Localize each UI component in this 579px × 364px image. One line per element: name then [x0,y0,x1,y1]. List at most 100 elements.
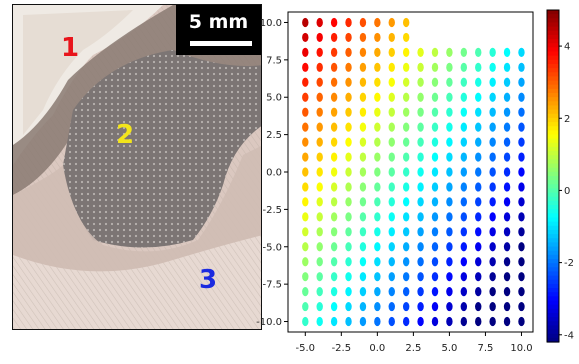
colorbar-segment [547,333,559,339]
colorbar-tick-label: 4 [564,42,570,53]
scatter-point [518,257,525,267]
scatter-point [402,62,410,72]
scatter-point [374,227,381,237]
scatter-point [489,77,496,87]
scatter-point [402,47,410,57]
x-tick-label: 10.0 [510,343,532,354]
scatter-point [345,92,352,102]
scatter-point [503,167,511,177]
scatter-point [330,182,338,192]
scatter-point [316,47,323,57]
scatter-point [460,242,468,252]
scatter-point [330,32,338,43]
colorbar-segment [547,130,559,136]
colorbar-segment [547,146,559,152]
scatter-point [359,122,367,132]
scatter-point [359,47,367,57]
scatter-point [302,242,309,252]
scatter-point [417,167,424,177]
scatter-point [503,107,511,117]
scatter-point [518,92,525,102]
y-tick-label: -5.0 [262,242,282,253]
scatter-point [475,301,482,312]
scatter-point [417,137,424,147]
colorbar-segment [547,221,559,227]
scatter-point [345,272,352,282]
scatter-point [489,227,496,237]
scatter-point [475,137,482,147]
scatter-point [359,242,367,252]
scatter-point [417,272,424,282]
scatter-point [345,107,352,117]
scatter-point [388,122,395,132]
scatter-point [316,227,323,237]
scale-bar-label: 5 mm [188,11,249,33]
y-tick-label: 5.0 [266,93,282,104]
colorbar-segment [547,205,559,210]
scatter-point [345,32,352,43]
colorbar-segment [547,105,559,111]
colorbar-segment [547,59,559,65]
colorbar-segment [547,30,559,36]
scatter-point [374,152,381,162]
scatter-point [359,62,367,72]
region-label-1: 1 [61,33,80,63]
y-tick-label: 10.0 [260,18,282,29]
scatter-point [316,62,323,72]
scatter-point [460,212,468,222]
scatter-point [460,122,468,132]
scatter-point [330,62,338,72]
scatter-point [489,107,496,117]
colorbar-segment [547,80,559,86]
scatter-point [446,167,453,177]
y-tick-label: 7.5 [266,55,282,66]
scatter-point [316,137,323,147]
scatter-point [388,152,395,162]
points-layer [302,17,525,327]
colorbar-segment [547,84,559,90]
specimen-photo: 1 2 3 5 mm [12,4,262,330]
scatter-point [431,152,439,162]
scatter-point [302,137,309,147]
x-tick-label: 0.0 [369,343,385,354]
colorbar-segment [547,275,559,281]
scatter-point [316,242,323,252]
scatter-point [460,167,468,177]
scatter-point [431,47,439,57]
scatter-point [359,137,367,147]
scatter-point [489,152,496,162]
y-tick-label: 0.0 [266,168,282,179]
scatter-point [330,137,338,147]
scatter-point [475,107,482,117]
region-label-2: 2 [116,120,135,150]
scatter-point [446,77,453,87]
scatter-point [417,182,424,192]
colorbar-segment [547,176,559,181]
scatter-point [402,122,410,132]
scatter-point [503,212,511,222]
scatter-point [330,47,338,57]
scatter-point [489,137,496,147]
scatter-point [460,301,468,312]
scatter-point [316,77,323,87]
colorbar-segment [547,180,559,185]
colorbar-segment [547,163,559,169]
scatter-point [518,62,525,72]
scatter-point [431,167,439,177]
scatter-point [302,92,309,102]
scatter-point [345,17,352,28]
scatter-point [489,92,496,102]
colorbar-segment [547,171,559,177]
scatter-point [460,77,468,87]
scatter-point [417,62,424,72]
scatter-point [330,122,338,132]
scatter-point [503,287,511,297]
scatter-point [489,62,496,72]
colorbar-segment [547,283,559,289]
scatter-point [402,77,410,87]
scatter-point [374,182,381,192]
scatter-point [302,32,309,43]
scatter-point [388,197,395,207]
colorbar-segment [547,279,559,285]
colorbar-segment [547,184,559,190]
